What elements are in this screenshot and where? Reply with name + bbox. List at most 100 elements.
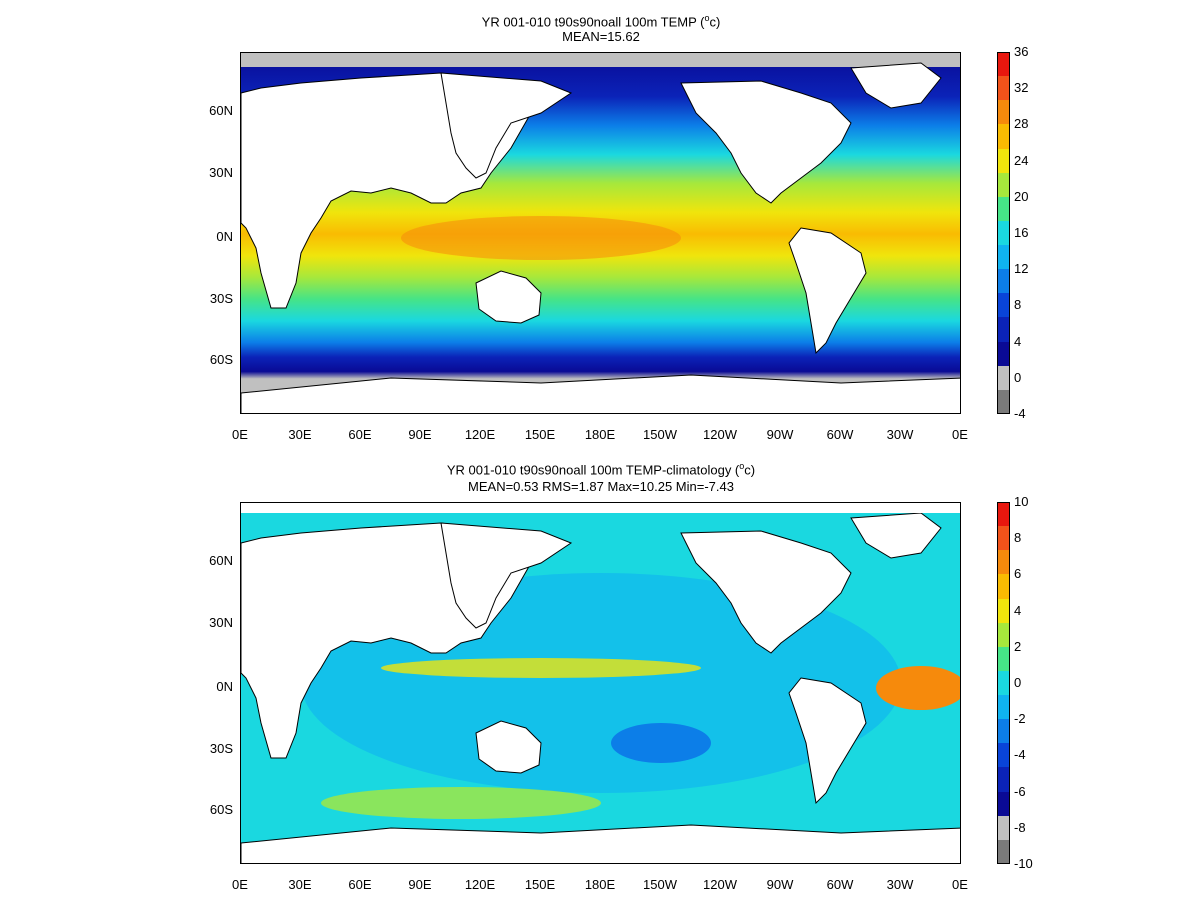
colorbar-segment: [997, 341, 1010, 367]
colorbar-frame: [997, 502, 1010, 864]
land-masses: [241, 512, 960, 863]
lat-label: 60S: [209, 802, 233, 817]
lat-label: 30S: [209, 291, 233, 306]
colorbar-label: 24: [1014, 152, 1029, 168]
lat-label: 0N: [216, 679, 233, 694]
warm-pool: [401, 216, 681, 260]
lon-label: 0E: [232, 877, 248, 892]
lat-label: 0N: [216, 229, 233, 244]
lon-label: 120W: [703, 877, 737, 892]
anomaly-map-svg: [241, 503, 960, 863]
lon-label: 60W: [826, 427, 854, 442]
lon-label: 30W: [886, 427, 914, 442]
colorbar-segment: [997, 791, 1010, 817]
colorbar: [997, 52, 1010, 415]
colorbar-segment: [997, 172, 1010, 198]
colorbar-label: 6: [1014, 566, 1022, 582]
colorbar-segment: [997, 670, 1010, 696]
colorbar-segment: [997, 598, 1010, 624]
colorbar-segment: [997, 695, 1010, 720]
colorbar-segment: [997, 220, 1010, 246]
title-text: YR 001-010 t90s90noall 100m TEMP (: [481, 14, 705, 30]
anomaly-southern: [321, 787, 601, 819]
title-superscript: o: [704, 13, 710, 23]
panel-subtitle: MEAN=15.62: [562, 29, 640, 44]
temperature-map-svg: [241, 53, 960, 413]
colorbar-segment: [997, 52, 1010, 77]
title-text: YR 001-010 t90s90noall 100m TEMP-climato…: [446, 462, 740, 478]
colorbar-label: 32: [1014, 80, 1029, 96]
anomaly-map: [240, 502, 961, 864]
colorbar-segment: [997, 767, 1010, 793]
panel-subtitle: MEAN=0.53 RMS=1.87 Max=10.25 Min=-7.43: [468, 479, 734, 494]
lat-label: 60N: [209, 103, 233, 118]
colorbar-label: 28: [1014, 116, 1029, 132]
colorbar-label: 0: [1014, 675, 1022, 690]
lon-label: 60W: [826, 877, 854, 892]
lat-label: 60N: [209, 553, 233, 568]
lon-label: 120E: [464, 427, 496, 442]
lon-label: 30E: [288, 877, 312, 892]
lon-label: 0E: [952, 877, 968, 892]
lat-label: 60S: [209, 352, 233, 367]
lon-label: 90W: [766, 427, 794, 442]
colorbar-label: 8: [1014, 530, 1022, 546]
lon-label: 90W: [766, 877, 794, 892]
colorbar-segment: [997, 526, 1010, 551]
lon-label: 90E: [408, 427, 432, 442]
colorbar-segment: [997, 245, 1010, 270]
temperature-map: [240, 52, 961, 414]
colorbar-segment: [997, 269, 1010, 294]
lon-label: 60E: [348, 427, 372, 442]
title-unit: c): [709, 14, 721, 30]
lon-label: 150E: [524, 877, 556, 892]
colorbar-segment: [997, 365, 1010, 391]
lon-label: 30W: [886, 877, 914, 892]
lat-label: 30N: [209, 165, 233, 180]
lon-label: 0E: [952, 427, 968, 442]
lon-label: 90E: [408, 877, 432, 892]
anomaly-warm: [876, 666, 960, 710]
colorbar: [997, 502, 1010, 865]
colorbar-label: 36: [1014, 44, 1029, 59]
anomaly-equatorial: [381, 658, 701, 678]
colorbar-segment: [997, 574, 1010, 600]
lon-label: 180E: [584, 427, 616, 442]
colorbar-label: 12: [1014, 261, 1029, 277]
lat-label: 30S: [209, 741, 233, 756]
colorbar-label: -8: [1014, 819, 1026, 835]
lat-label: 30N: [209, 615, 233, 630]
lon-label: 60E: [348, 877, 372, 892]
arctic-ice: [241, 53, 960, 67]
lon-label: 120W: [703, 427, 737, 442]
colorbar-label: 0: [1014, 369, 1022, 385]
arctic-mask: [241, 503, 960, 513]
colorbar-segment: [997, 839, 1010, 865]
colorbar-segment: [997, 76, 1010, 101]
colorbar-segment: [997, 502, 1010, 527]
colorbar-label: 4: [1014, 333, 1022, 349]
colorbar-segment: [997, 100, 1010, 125]
colorbar-segment: [997, 743, 1010, 768]
colorbar-label: 4: [1014, 602, 1022, 618]
lon-label: 150E: [524, 427, 556, 442]
lon-label: 150W: [643, 877, 677, 892]
colorbar-label: 2: [1014, 638, 1022, 654]
colorbar-label: 8: [1014, 297, 1022, 313]
colorbar-segment: [997, 124, 1010, 150]
title-unit: c): [744, 462, 756, 478]
colorbar-segment: [997, 719, 1010, 744]
colorbar-label: 10: [1014, 494, 1029, 509]
colorbar-segment: [997, 646, 1010, 672]
lon-label: 120E: [464, 877, 496, 892]
colorbar-frame: [997, 52, 1010, 414]
panel-title: YR 001-010 t90s90noall 100m TEMP (oc): [240, 10, 962, 30]
colorbar-label: 16: [1014, 225, 1029, 240]
colorbar-label: -10: [1014, 856, 1033, 871]
lon-label: 0E: [232, 427, 248, 442]
colorbar-segment: [997, 815, 1010, 841]
land-masses: [241, 62, 960, 413]
colorbar-segment: [997, 293, 1010, 318]
colorbar-label: -6: [1014, 783, 1026, 799]
colorbar-label: 20: [1014, 188, 1029, 204]
